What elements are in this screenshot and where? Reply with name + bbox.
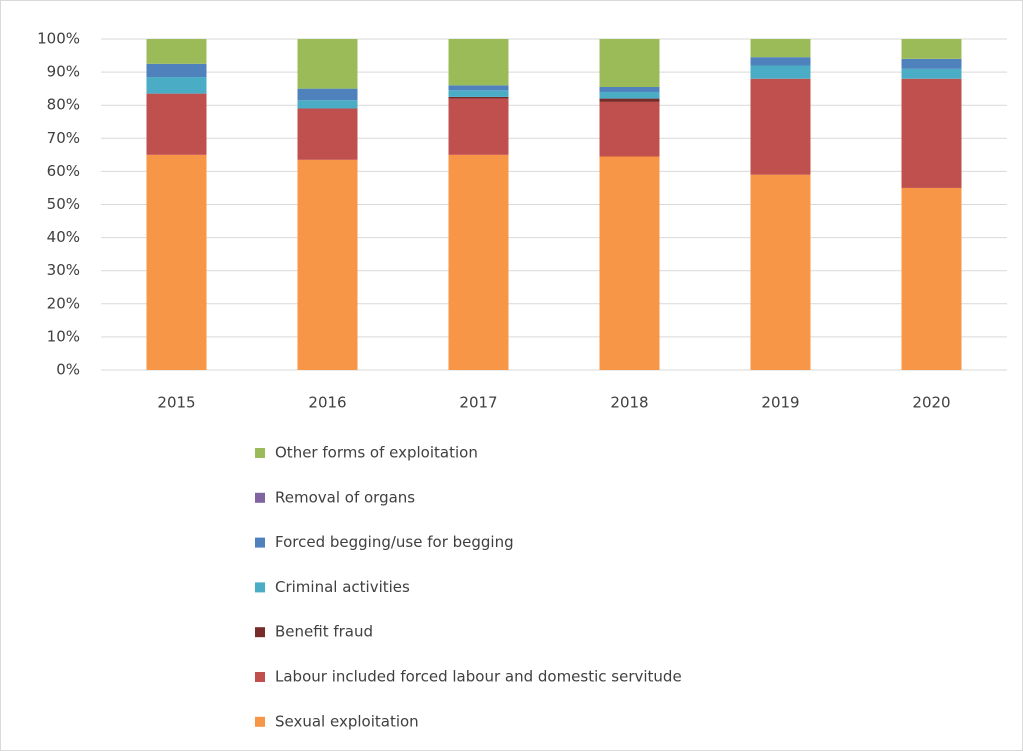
y-tick-label: 20% [47,294,80,312]
bar-segment [146,77,207,94]
legend-label: Benefit fraud [275,623,373,641]
bar-segment [750,65,811,79]
legend-swatch [255,672,265,682]
bar-segment [901,58,962,69]
legend-label: Other forms of exploitation [275,444,478,462]
bar-segment [146,93,207,155]
bar-segment [146,39,207,64]
bar-segment [146,154,207,370]
bar-segment [599,101,660,157]
x-tick-label: 2017 [459,394,497,412]
x-tick-label: 2018 [610,394,648,412]
y-tick-label: 10% [47,327,80,345]
legend-swatch [255,582,265,593]
legend-swatch [255,492,265,503]
bar-segment [146,63,207,78]
y-tick-label: 50% [47,195,80,213]
y-tick-label: 70% [47,129,80,147]
bar-segment [901,78,962,188]
bar-segment [297,108,358,160]
legend-swatch [255,448,265,458]
bar-segment [599,156,660,370]
legend-label: Forced begging/use for begging [275,533,514,551]
bar-segment [750,57,811,66]
legend-label: Criminal activities [275,578,410,596]
bar-segment [599,98,660,102]
x-tick-label: 2015 [157,394,195,412]
bar-segment [297,100,358,109]
y-tick-label: 90% [47,63,80,81]
legend-label: Sexual exploitation [275,712,419,730]
y-tick-label: 0% [56,361,80,379]
legend-label: Labour included forced labour and domest… [275,668,682,686]
bar-segment [448,90,509,97]
bar-segment [599,39,660,87]
bar-segment [750,78,811,175]
bar-segment [901,39,962,59]
x-tick-label: 2020 [912,394,950,412]
bar-segment [448,98,509,155]
bar-segment [297,88,358,101]
x-tick-label: 2016 [308,394,346,412]
y-tick-label: 40% [47,228,80,246]
legend-swatch [255,716,265,727]
y-tick-label: 30% [47,261,80,279]
bar-segment [901,68,962,79]
bar-segment [297,39,358,89]
bar-segment [448,39,509,86]
legend-swatch [255,537,265,548]
legend-swatch [255,627,265,638]
x-tick-label: 2019 [761,394,799,412]
y-tick-label: 100% [37,30,80,48]
bar-segment [448,154,509,370]
bar-segment [599,91,660,99]
y-tick-label: 80% [47,96,80,114]
bar-segment [297,159,358,370]
bar-segment [448,85,509,91]
legend-label: Removal of organs [275,488,415,506]
bar-segment [750,39,811,58]
bar-segment [901,187,962,370]
bar-segment [750,174,811,370]
bar-segment [599,86,660,92]
y-tick-label: 60% [47,162,80,180]
bar-segment [448,96,509,99]
